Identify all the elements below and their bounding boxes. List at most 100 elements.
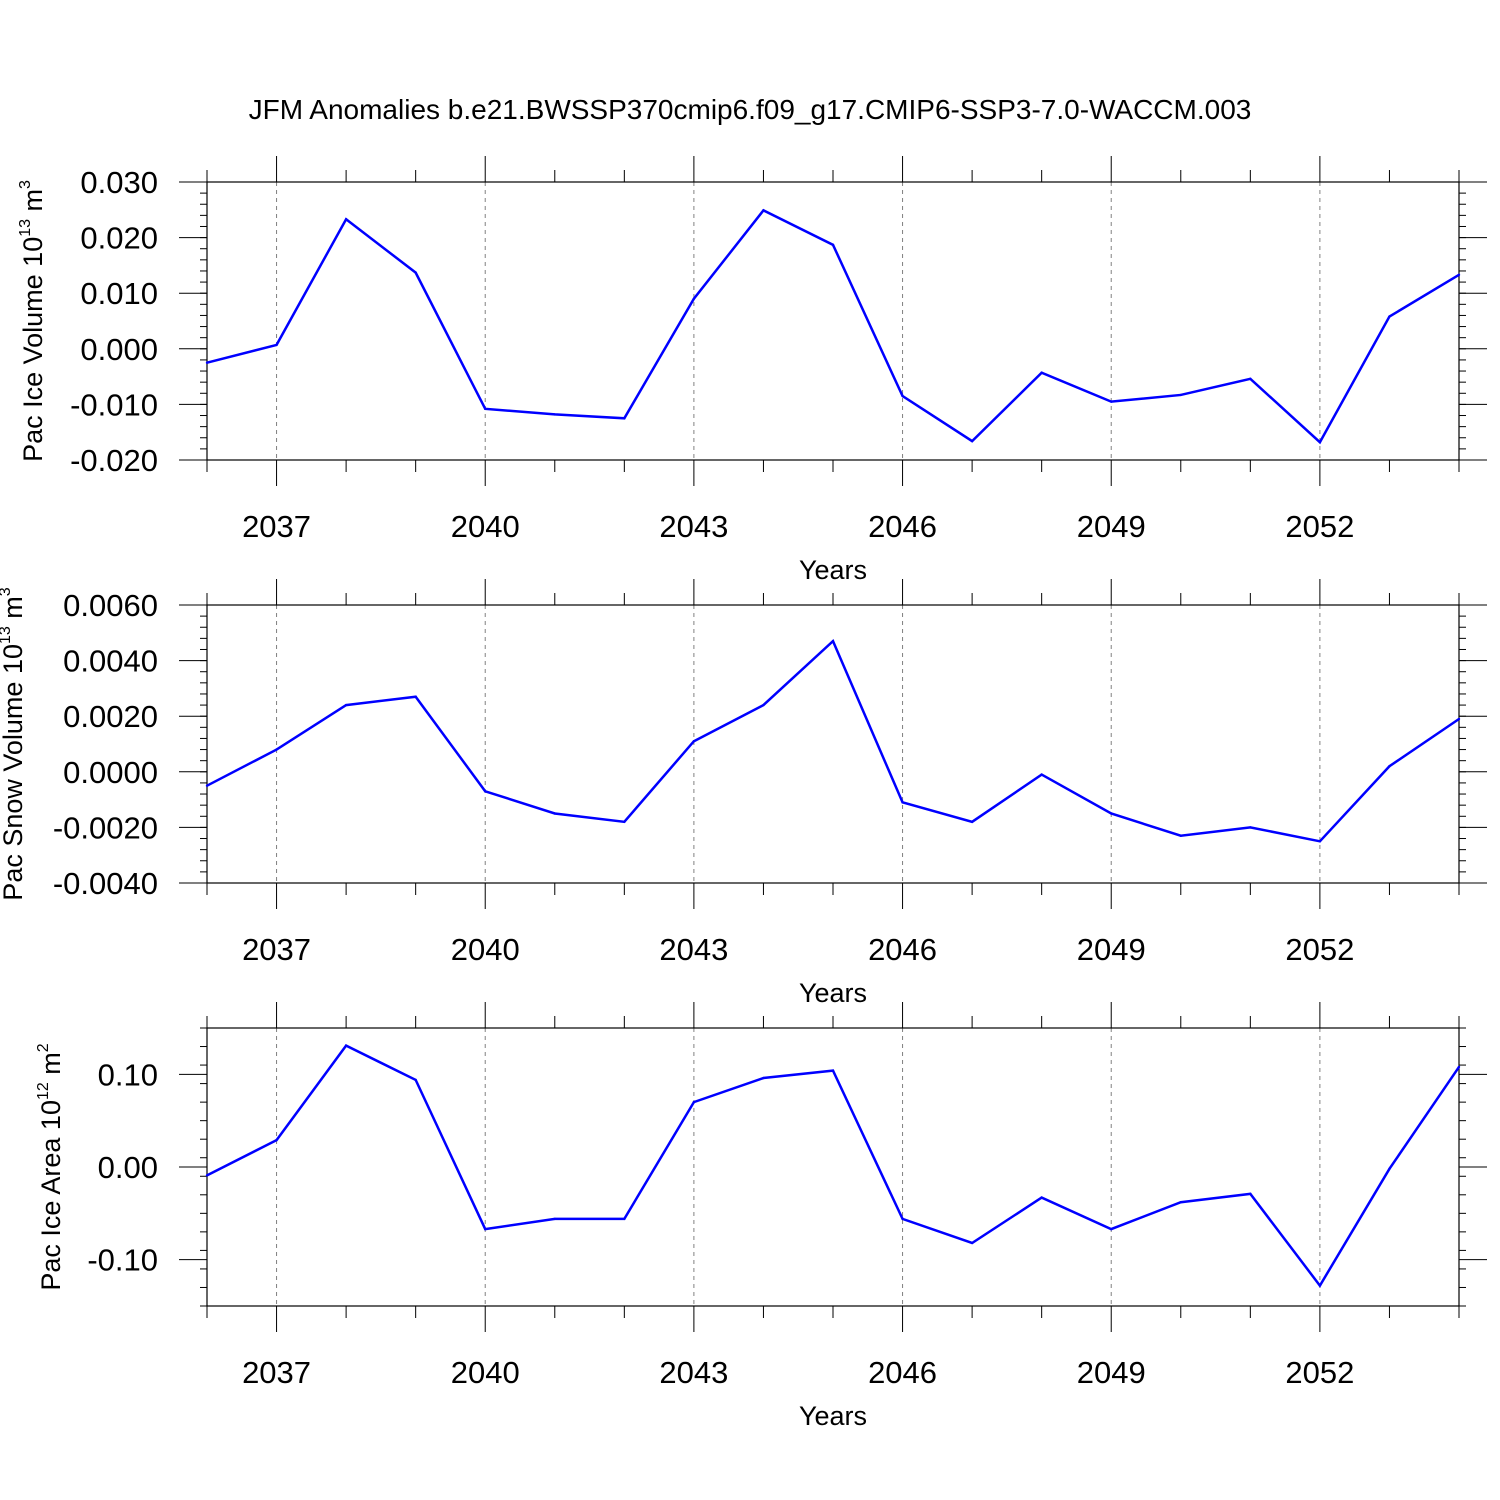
data-point <box>205 361 209 364</box>
chart-panel-1: -0.020 -0.010 0.000 0.010 0.020 0.030 2037 2040… <box>17 156 1487 585</box>
panels: -0.020 -0.010 0.000 0.010 0.020 0.030 2037 2040… <box>0 156 1487 1431</box>
data-point <box>1040 1196 1043 1199</box>
y-tick-label: 0.030 <box>80 165 158 200</box>
y-axis-label: Pac Snow Volume 1013 m3 <box>0 587 28 900</box>
data-point <box>1040 371 1043 374</box>
data-point <box>484 790 487 793</box>
data-point <box>623 820 626 824</box>
x-tick-label: 2037 <box>242 1355 311 1390</box>
chart-panel-2: -0.0040 -0.0020 0.0000 0.0020 0.0040 0.0060 20… <box>0 579 1487 1008</box>
data-point <box>1040 773 1043 776</box>
x-axis-label: Years <box>799 1401 867 1431</box>
y-tick-label: 0.010 <box>80 276 158 311</box>
plot-frame <box>206 181 1460 461</box>
data-point <box>414 271 417 274</box>
y-tick-label: -0.10 <box>87 1243 158 1278</box>
x-tick-label: 2046 <box>868 932 937 967</box>
x-tick-label: 2052 <box>1285 932 1354 967</box>
x-tick-label: 2043 <box>659 509 728 544</box>
y-tick-label: 0.0000 <box>63 755 158 790</box>
y-tick-label: 0.0040 <box>63 644 158 679</box>
data-point <box>553 1217 556 1221</box>
data-point <box>970 820 974 824</box>
y-tick-label: -0.0020 <box>53 810 158 845</box>
figure-title: JFM Anomalies b.e21.BWSSP370cmip6.f09_g1… <box>249 94 1252 125</box>
x-tick-label: 2052 <box>1285 509 1354 544</box>
x-tick-label: 2046 <box>868 1355 937 1390</box>
data-point <box>692 1100 696 1104</box>
data-point <box>275 1138 278 1142</box>
y-tick-label: -0.020 <box>70 443 158 478</box>
data-point <box>414 1078 417 1082</box>
data-point <box>831 243 835 247</box>
x-axis-label: Years <box>799 555 867 585</box>
data-point <box>970 1241 974 1245</box>
data-point <box>970 439 974 443</box>
data-point <box>831 639 835 643</box>
x-tick-label: 2049 <box>1077 509 1146 544</box>
y-tick-label: 0.0060 <box>63 588 158 623</box>
data-point <box>1249 377 1252 381</box>
data-point <box>1179 1201 1182 1204</box>
data-point <box>901 1217 904 1221</box>
y-tick-label: 0.020 <box>80 221 158 256</box>
x-tick-label: 2040 <box>451 932 520 967</box>
data-point <box>275 343 278 347</box>
y-tick-label: -0.0040 <box>53 866 158 901</box>
data-point <box>623 1217 626 1221</box>
y-axis-label: Pac Ice Volume 1013 m3 <box>17 180 48 462</box>
data-point <box>1388 315 1391 318</box>
x-tick-label: 2037 <box>242 932 311 967</box>
y-tick-label: 0.0020 <box>63 699 158 734</box>
data-point <box>762 209 765 212</box>
data-point <box>1388 1167 1391 1171</box>
y-tick-label: -0.010 <box>70 387 158 422</box>
data-point <box>1457 717 1461 721</box>
chart-panel-3: -0.10 0.00 0.10 2037 2040 2043 2046 2049 2052 Yea… <box>35 1002 1487 1431</box>
y-axis-label: Pac Ice Area 1012 m2 <box>35 1043 66 1290</box>
data-point <box>553 812 556 815</box>
data-point <box>901 801 904 804</box>
x-tick-label: 2049 <box>1077 932 1146 967</box>
data-point <box>1249 1192 1252 1196</box>
data-point <box>344 703 348 707</box>
data-point <box>692 740 696 743</box>
data-point <box>205 784 209 787</box>
x-axis-label: Years <box>799 978 867 1008</box>
data-point <box>344 1044 348 1047</box>
data-point <box>1457 1065 1461 1069</box>
data-point <box>1110 400 1113 403</box>
y-tick-label: 0.00 <box>98 1150 158 1185</box>
data-point <box>623 417 626 420</box>
data-point <box>553 413 556 416</box>
x-tick-label: 2049 <box>1077 1355 1146 1390</box>
data-point <box>901 394 904 398</box>
data-point <box>484 407 487 411</box>
data-point <box>762 703 765 707</box>
data-point <box>692 297 696 300</box>
x-tick-label: 2043 <box>659 932 728 967</box>
plot-frame <box>206 604 1460 884</box>
data-point <box>1249 826 1252 829</box>
data-point <box>484 1227 487 1231</box>
plot-frame <box>206 1027 1460 1307</box>
data-point <box>1457 273 1461 277</box>
data-point <box>1318 1284 1322 1287</box>
data-point <box>762 1076 765 1080</box>
y-tick-label: 0.000 <box>80 332 158 367</box>
data-point <box>1318 840 1322 843</box>
x-tick-label: 2052 <box>1285 1355 1354 1390</box>
data-point <box>1179 393 1182 397</box>
data-point <box>1318 441 1322 444</box>
data-point <box>414 695 417 698</box>
y-tick-label: 0.10 <box>98 1057 158 1092</box>
data-point <box>1110 1227 1113 1231</box>
x-tick-label: 2040 <box>451 1355 520 1390</box>
x-tick-label: 2040 <box>451 509 520 544</box>
data-point <box>205 1174 209 1177</box>
data-point <box>1110 812 1113 815</box>
series-line <box>206 639 1460 843</box>
data-point <box>1179 834 1182 837</box>
series-line <box>206 1044 1461 1288</box>
